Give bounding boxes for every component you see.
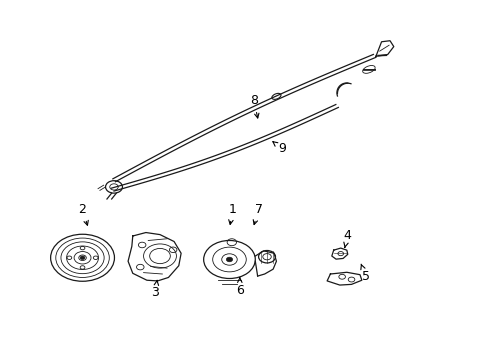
Circle shape: [80, 256, 85, 260]
Text: 6: 6: [235, 278, 243, 297]
Text: 8: 8: [249, 94, 259, 118]
Text: 5: 5: [360, 264, 369, 283]
Circle shape: [226, 257, 232, 262]
Text: 2: 2: [79, 203, 88, 225]
Text: 7: 7: [253, 203, 262, 225]
Text: 4: 4: [343, 229, 351, 247]
Text: 9: 9: [272, 141, 285, 156]
Text: 1: 1: [228, 203, 236, 224]
Text: 3: 3: [151, 280, 159, 299]
